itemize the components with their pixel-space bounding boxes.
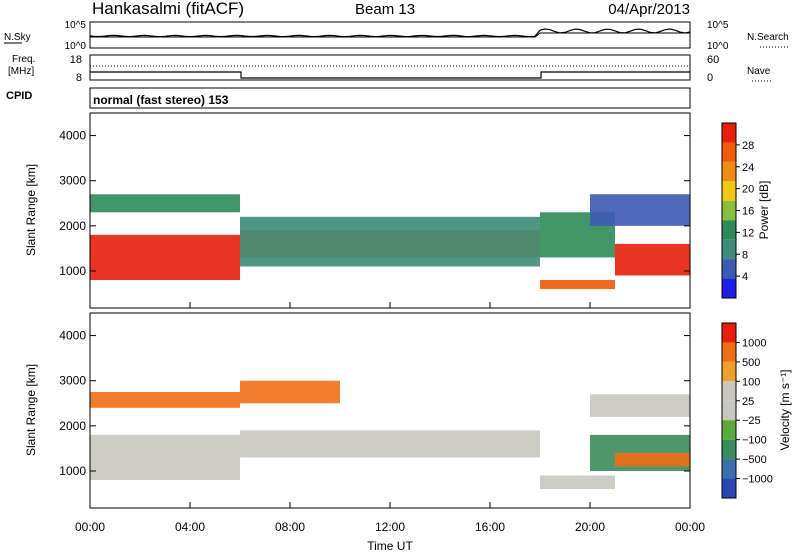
colorbar-segment-7 [722,459,736,479]
x-tick-label-2: 08:00 [275,520,305,534]
colorbar-tick-6: −500 [742,454,767,466]
colorbar-tick-0: 4 [742,271,748,283]
search-noise-trace [90,32,690,38]
colorbar-segment-7 [722,259,736,279]
colorbar-tick-4: 20 [742,184,754,196]
noise-left-label: N.Sky [4,32,31,43]
colorbar-segment-2 [722,361,736,382]
colorbar-tick-1: 8 [742,249,748,261]
colorbar-segment-0 [722,123,736,143]
x-tick-label-4: 16:00 [475,520,505,534]
y-tick-label-1: 2000 [59,219,86,233]
noise-right-label: N.Search [747,32,789,43]
data-band-6 [615,452,690,467]
colorbar-tick-2: 100 [742,376,760,388]
colorbar-segment-8 [722,278,736,298]
nave-label: Nave [747,66,771,77]
velocity-ylabel: Slant Range [km] [24,364,38,456]
velocity-panel: 1000 2000 3000 4000 00:00 04:00 08:00 12:00 16:… [24,302,792,553]
x-axis-label: Time UT [367,539,413,553]
data-band-3 [240,380,340,404]
y-tick-label-2: 3000 [59,374,86,388]
power-panel: 1000 2000 3000 4000 Slant Range [km] 4 8 12 16… [24,112,771,309]
noise-left-tick-bottom: 10^0 [65,41,87,52]
colorbar-segment-8 [722,478,736,498]
x-tick-label-3: 12:00 [375,520,405,534]
noise-right-tick-top: 10^5 [707,20,729,31]
y-tick-label-3: 4000 [59,329,86,343]
colorbar-tick-3: 25 [742,396,754,408]
colorbar-tick-5: −100 [742,435,767,447]
freq-label-1: Freq. [12,54,35,65]
station-title: Hankasalmi (fitACF) [92,0,244,18]
colorbar-segment-6 [722,239,736,260]
data-band-1 [90,194,240,213]
colorbar-tick-5: 24 [742,162,754,174]
y-tick-label-0: 1000 [59,264,86,278]
power-colorbar-label: Power [dB] [757,181,771,240]
noise-panel: N.Sky 10^5 10^0 10^5 10^0 N.Search [4,20,790,52]
colorbar-tick-3: 16 [742,206,754,218]
y-tick-label-0: 1000 [59,464,86,478]
data-band-0 [90,234,240,281]
freq-panel: Freq. [MHz] 18 8 60 0 Nave [8,54,772,84]
x-tick-label-0: 00:00 [75,520,105,534]
colorbar-tick-6: 28 [742,140,754,152]
data-band-4 [540,280,615,290]
x-tick-label-1: 04:00 [175,520,205,534]
freq-label-2: [MHz] [8,66,34,77]
data-band-2 [240,430,540,458]
y-tick-label-3: 4000 [59,129,86,143]
data-band-6 [615,243,690,276]
freq-tick-top: 18 [70,54,82,66]
data-band-7 [590,194,690,226]
colorbar-segment-6 [722,439,736,460]
cpid-value: normal (fast stereo) 153 [93,93,229,107]
colorbar-segment-4 [722,200,736,221]
freq-line [90,71,690,79]
data-band-3 [240,216,540,267]
x-tick-label-6: 00:00 [675,520,705,534]
colorbar-tick-7: −1000 [742,474,773,486]
colorbar-segment-2 [722,161,736,182]
noise-right-tick-bottom: 10^0 [707,41,729,52]
colorbar-tick-4: −25 [742,415,761,427]
y-tick-label-2: 3000 [59,174,86,188]
cpid-label: CPID [6,90,32,102]
nave-tick-top: 60 [707,54,719,66]
colorbar-segment-3 [722,381,736,401]
colorbar-segment-1 [722,342,736,362]
y-tick-label-1: 2000 [59,419,86,433]
colorbar-tick-0: 1000 [742,337,766,349]
colorbar-segment-4 [722,400,736,421]
date-title: 04/Apr/2013 [608,1,690,18]
colorbar-segment-5 [722,420,736,440]
data-band-0 [90,434,240,481]
noise-left-tick-top: 10^5 [65,20,87,31]
cpid-panel [89,87,691,109]
colorbar-tick-2: 12 [742,227,754,239]
colorbar-tick-1: 500 [742,357,760,369]
nave-tick-bottom: 0 [707,72,713,84]
data-band-4 [540,475,615,490]
colorbar-segment-3 [722,181,736,201]
x-tick-label-5: 20:00 [575,520,605,534]
colorbar-segment-0 [722,323,736,343]
power-ylabel: Slant Range [km] [24,164,38,256]
data-band-1 [90,391,240,408]
freq-tick-bottom: 8 [76,72,82,84]
data-band-7 [590,394,690,417]
beam-title: Beam 13 [355,1,415,18]
colorbar-segment-1 [722,142,736,162]
colorbar-segment-5 [722,220,736,240]
velocity-colorbar-label: Velocity [m s⁻¹] [778,369,792,450]
